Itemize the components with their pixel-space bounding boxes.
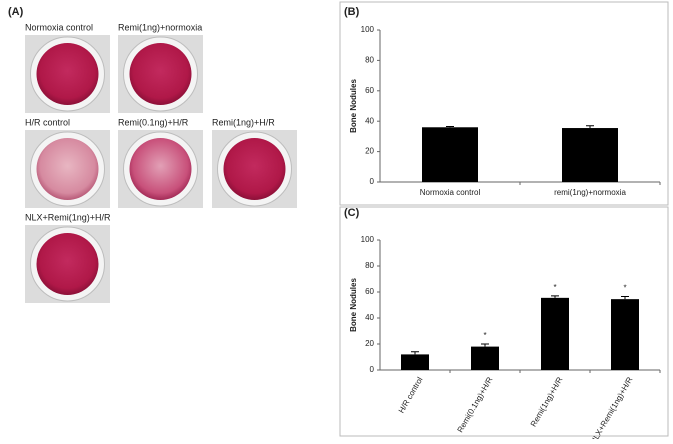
panel-label: (C) xyxy=(344,207,360,219)
y-tick-label: 20 xyxy=(365,339,374,348)
significance-mark: * xyxy=(483,331,486,340)
error-bar xyxy=(481,343,489,347)
error-bar xyxy=(621,296,629,300)
x-tick-label: remi(1ng)+normoxia xyxy=(554,188,626,197)
significance-mark: * xyxy=(553,283,556,292)
well-stain xyxy=(36,138,99,200)
image-caption: NLX+Remi(1ng)+H/R xyxy=(25,212,111,222)
well-stain xyxy=(223,138,286,200)
error-bar xyxy=(551,295,559,298)
image-caption: Remi(1ng)+normoxia xyxy=(118,22,202,32)
y-tick-label: 100 xyxy=(361,25,375,34)
image-caption: Remi(1ng)+H/R xyxy=(212,117,275,127)
x-tick-label: Normoxia control xyxy=(420,188,481,197)
y-tick-label: 60 xyxy=(365,287,374,296)
bar xyxy=(562,128,618,182)
bar xyxy=(422,127,478,182)
y-tick-label: 40 xyxy=(365,116,374,125)
y-tick-label: 0 xyxy=(370,177,375,186)
panel-frame xyxy=(339,1,669,206)
well-stain xyxy=(36,233,99,295)
y-tick-label: 60 xyxy=(365,86,374,95)
well-stain xyxy=(129,138,192,200)
error-bar xyxy=(586,125,594,129)
image-caption: H/R control xyxy=(25,117,70,127)
y-tick-label: 80 xyxy=(365,56,374,65)
x-tick-label: Remi(1ng)+H/R xyxy=(529,375,565,428)
x-tick-label: Remi(0.1ng)+H/R xyxy=(456,375,495,434)
error-bar xyxy=(446,126,454,128)
y-tick-label: 0 xyxy=(370,365,375,374)
y-axis-label: Bone Nodules xyxy=(349,278,358,332)
bar xyxy=(471,346,499,370)
image-caption: Normoxia control xyxy=(25,22,93,32)
well-stain xyxy=(129,43,192,105)
well-stain xyxy=(36,43,99,105)
panel-frame xyxy=(339,206,669,437)
y-axis-label: Bone Nodules xyxy=(349,79,358,133)
panel-label: (B) xyxy=(344,6,360,18)
x-tick-label: NLX+Remi(1ng)+H/R xyxy=(589,375,635,439)
y-tick-label: 80 xyxy=(365,261,374,270)
x-tick-label: H/R control xyxy=(397,375,425,414)
bar xyxy=(401,354,429,370)
image-caption: Remi(0.1ng)+H/R xyxy=(118,117,189,127)
y-tick-label: 40 xyxy=(365,313,374,322)
significance-mark: * xyxy=(623,284,626,293)
panel-label: (A) xyxy=(8,6,24,18)
y-tick-label: 20 xyxy=(365,147,374,156)
error-bar xyxy=(411,351,419,355)
y-tick-label: 100 xyxy=(361,235,375,244)
bar xyxy=(611,299,639,370)
bar xyxy=(541,297,569,370)
